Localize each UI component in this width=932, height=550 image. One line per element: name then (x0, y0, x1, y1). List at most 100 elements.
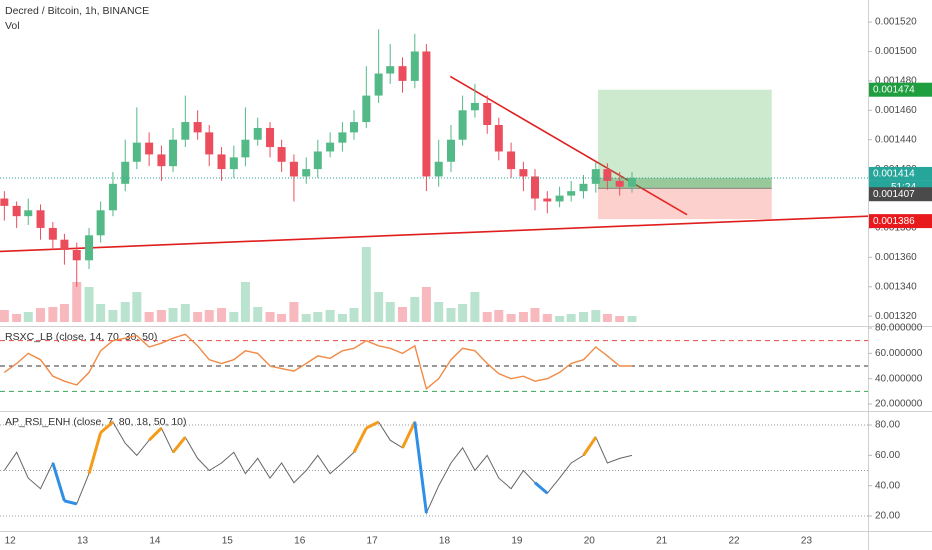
volume-bar (555, 316, 565, 322)
x-tick-label: 18 (439, 536, 451, 547)
candle-body (507, 151, 516, 170)
candle-body (338, 132, 347, 143)
volume-bar (120, 302, 130, 322)
volume-bar (156, 310, 166, 322)
candle-body (229, 157, 238, 170)
y-tick-label: 20.00 (875, 511, 900, 522)
volume-bar (277, 314, 287, 322)
highlight-segment (99, 420, 114, 434)
x-tick-label: 13 (77, 536, 89, 547)
pane-title: AP_RSI_ENH (close, 7, 80, 18, 50, 10) (5, 416, 187, 428)
candle-body (169, 139, 178, 167)
candle-body (193, 122, 202, 133)
candle-body (72, 250, 81, 261)
x-tick-label: 23 (801, 536, 813, 547)
price-tag-label: 0.001474 (873, 84, 915, 95)
candle-body (12, 205, 21, 217)
candle-body (410, 51, 419, 81)
volume-bar (421, 287, 431, 322)
volume-bar (398, 307, 408, 322)
candle-body (543, 198, 552, 202)
candle-body (458, 110, 467, 140)
candle-body (422, 51, 431, 177)
y-tick-label: 0.001320 (875, 311, 917, 322)
x-tick-label: 20 (584, 536, 596, 547)
candle-body (447, 139, 456, 162)
price-tag (869, 166, 932, 181)
indicator-line (3, 333, 632, 391)
candle-body (302, 169, 311, 177)
volume-bar (301, 314, 311, 322)
highlight-segment (365, 420, 380, 430)
volume-bar (240, 282, 250, 322)
volume-bar (385, 302, 395, 322)
candle-body (0, 198, 9, 206)
highlight-segment (352, 427, 368, 454)
candle-body (289, 161, 298, 177)
price-tag (869, 214, 932, 229)
candle-body (181, 122, 190, 140)
candle-body (277, 147, 286, 162)
y-tick-label: 20.000000 (875, 399, 923, 410)
volume-bar (108, 310, 118, 322)
candle-body (434, 161, 443, 177)
volume-bar (84, 287, 94, 322)
candle-body (253, 127, 262, 140)
candle-body (350, 122, 359, 133)
highlight-segment (413, 421, 428, 514)
x-tick-label: 19 (511, 536, 523, 547)
y-tick-label: 80.000000 (875, 323, 923, 334)
candle-body (483, 102, 492, 125)
y-tick-label: 0.001520 (875, 17, 917, 28)
volume-bar (458, 304, 468, 322)
chart-title: Decred / Bitcoin, 1h, BINANCE (5, 5, 149, 17)
volume-bar (542, 314, 552, 322)
candle-body (48, 227, 57, 240)
candle-body (627, 177, 636, 187)
candle-body (241, 139, 250, 158)
highlight-segment (87, 432, 103, 474)
volume-bar (0, 310, 9, 322)
candle-body (555, 195, 564, 202)
price-tag-label: 0.001386 (873, 216, 915, 227)
candle-body (266, 127, 275, 148)
volume-bar (289, 302, 299, 322)
y-tick-label: 40.000000 (875, 373, 923, 384)
volume-bar (229, 312, 239, 322)
candle-body (132, 142, 141, 162)
trendline (449, 75, 688, 216)
volume-bar (144, 312, 154, 322)
volume-bar (23, 312, 33, 322)
candle-body (519, 169, 528, 177)
volume-bar (337, 314, 347, 322)
volume-bar (313, 312, 323, 322)
candle-body (157, 154, 166, 167)
candle-body (60, 239, 69, 250)
candle-body (145, 142, 154, 155)
candle-body (494, 125, 503, 152)
candle-body (108, 183, 117, 211)
y-tick-label: 80.00 (875, 420, 900, 431)
volume-bar (374, 292, 384, 322)
candle-body (205, 132, 214, 155)
candle-body (386, 66, 395, 74)
y-tick-label: 0.001500 (875, 46, 917, 57)
y-tick-label: 60.000000 (875, 348, 923, 359)
stop-zone (597, 188, 772, 220)
candle-body (217, 154, 226, 170)
volume-bar (361, 247, 371, 322)
candle-body (362, 95, 371, 123)
y-tick-label: 0.001460 (875, 105, 917, 116)
candle-body (36, 210, 45, 228)
volume-bar (494, 310, 504, 322)
candle-body (96, 210, 105, 236)
candle-body (85, 235, 94, 261)
highlight-segment (534, 481, 549, 495)
candle-body (313, 151, 322, 170)
candle-body (326, 142, 335, 152)
volume-bar (518, 312, 528, 322)
volume-bar (566, 314, 576, 322)
highlight-segment (171, 436, 187, 454)
volume-bar (349, 308, 359, 322)
candle-body (470, 102, 479, 111)
